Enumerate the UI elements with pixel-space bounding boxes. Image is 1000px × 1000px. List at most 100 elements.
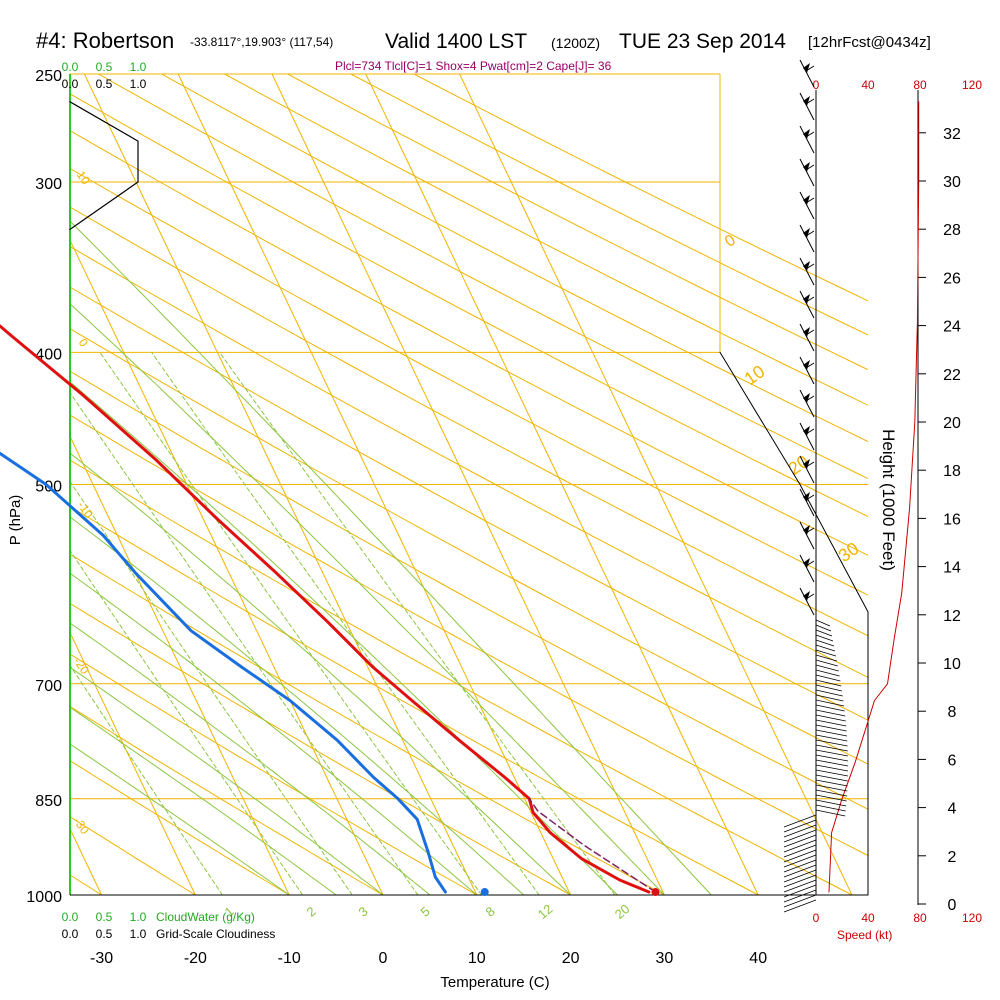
wind-barb bbox=[815, 709, 846, 717]
isotherm bbox=[83, 74, 478, 895]
speed-tick-bottom: 0 bbox=[813, 911, 820, 925]
wind-barb bbox=[783, 889, 817, 903]
mixing-ratio-line bbox=[70, 549, 303, 895]
wind-barb bbox=[783, 824, 817, 838]
cloudiness-tick-bottom: 1.0 bbox=[130, 927, 147, 941]
wind-barb bbox=[815, 704, 845, 712]
wind-barb bbox=[783, 899, 817, 913]
wind-barb-flag bbox=[805, 164, 815, 171]
wind-barb bbox=[815, 674, 841, 682]
height-tick-label: 6 bbox=[948, 752, 957, 769]
x-tick-label: 10 bbox=[468, 950, 486, 967]
wind-barb-flag bbox=[805, 593, 815, 600]
moist-adiabat bbox=[70, 706, 337, 895]
wind-barb bbox=[799, 587, 815, 616]
utc-time: (1200Z) bbox=[551, 35, 600, 51]
wind-barb bbox=[815, 794, 847, 802]
dry-adiabat bbox=[161, 74, 868, 443]
temperature-line bbox=[0, 324, 651, 894]
wind-barb-pennant bbox=[803, 525, 810, 535]
wind-barb bbox=[815, 699, 845, 707]
height-tick-label: 18 bbox=[943, 463, 961, 480]
dry-adiabat bbox=[70, 414, 868, 857]
wind-barb bbox=[815, 769, 848, 777]
wind-barb bbox=[815, 694, 844, 702]
wind-barb bbox=[799, 125, 815, 154]
wind-barbs bbox=[783, 59, 849, 913]
wind-barb bbox=[783, 894, 817, 908]
wind-barb bbox=[783, 829, 817, 843]
thermo-grid bbox=[0, 74, 868, 895]
wind-barb-flag bbox=[805, 560, 815, 567]
wind-barb bbox=[799, 257, 815, 286]
p-tick-label-850: 850 bbox=[35, 793, 62, 810]
moist-adiabat bbox=[70, 220, 712, 895]
valid-date: TUE 23 Sep 2014 bbox=[619, 30, 786, 53]
dry-adiabat bbox=[70, 370, 868, 810]
isotherm bbox=[365, 74, 759, 895]
wind-barb-pennant bbox=[803, 228, 810, 238]
wind-barb bbox=[815, 784, 848, 792]
dry-adiabat bbox=[224, 74, 868, 406]
cloudwater-label: CloudWater (g/Kg) bbox=[156, 910, 255, 924]
wind-barb bbox=[783, 814, 817, 828]
dry-adiabat bbox=[70, 602, 572, 895]
dry-adiabat bbox=[70, 93, 868, 518]
wind-barb bbox=[815, 739, 848, 747]
speed-tick-top: 120 bbox=[962, 78, 982, 92]
y-axis-title: P (hPa) bbox=[7, 495, 24, 546]
wind-barb-flag bbox=[805, 131, 815, 138]
isotherm-label: 0 bbox=[76, 336, 91, 350]
x-tick-label: -10 bbox=[278, 950, 301, 967]
moist-adiabat bbox=[70, 303, 665, 895]
wind-barb-pennant bbox=[803, 162, 810, 172]
height-tick-label: 32 bbox=[943, 126, 961, 143]
wind-barb bbox=[815, 644, 836, 652]
wind-barb-pennant bbox=[803, 492, 810, 502]
mixing-ratio-label: 3 bbox=[356, 903, 371, 919]
p-tick-label-1000: 1000 bbox=[26, 889, 62, 906]
wind-barb bbox=[815, 689, 843, 697]
p-tick-label-400: 400 bbox=[35, 346, 62, 363]
isotherm-label: -20 bbox=[71, 655, 93, 678]
wind-barb-flag bbox=[805, 461, 815, 468]
station-coords: -33.8117°,19.903° (117,54) bbox=[190, 35, 333, 49]
wind-barb-flag bbox=[805, 395, 815, 402]
wind-barb-flag bbox=[805, 494, 815, 501]
dry-adiabat bbox=[70, 130, 868, 556]
wind-barb-pennant bbox=[803, 426, 810, 436]
isotherm-label: 10 bbox=[74, 168, 93, 187]
wind-barb-flag bbox=[805, 197, 815, 204]
wind-barb bbox=[815, 629, 833, 637]
wind-barb bbox=[815, 779, 848, 787]
wind-barb bbox=[815, 639, 835, 647]
wind-barb bbox=[799, 191, 815, 220]
dry-adiabat-label: 0 bbox=[722, 232, 739, 251]
surface-dewpoint-dot bbox=[480, 888, 489, 897]
isotherm bbox=[70, 435, 290, 895]
dry-adiabat-label: 30 bbox=[835, 538, 863, 566]
height-tick-label: 0 bbox=[948, 897, 957, 914]
wind-barb bbox=[799, 59, 815, 88]
cloudwater-tick-top: 0.0 bbox=[62, 60, 79, 74]
wind-barb-pennant bbox=[803, 96, 810, 106]
moist-adiabat bbox=[70, 516, 525, 895]
moist-adiabat bbox=[70, 572, 478, 895]
wind-barb-flag bbox=[805, 527, 815, 534]
dry-adiabat bbox=[0, 74, 8, 895]
wind-barb bbox=[799, 356, 815, 385]
dry-adiabat bbox=[70, 505, 759, 895]
wind-barb-pennant bbox=[803, 261, 810, 271]
height-tick-label: 10 bbox=[943, 656, 961, 673]
moist-adiabat bbox=[70, 452, 572, 895]
stability-indices: Plcl=734 Tlcl[C]=1 Shox=4 Pwat[cm]=2 Cap… bbox=[335, 59, 612, 73]
wind-barb bbox=[783, 844, 817, 858]
dry-adiabat bbox=[70, 245, 868, 679]
wind-barb bbox=[783, 874, 817, 888]
wind-barb bbox=[783, 854, 817, 868]
dry-adiabat bbox=[70, 653, 478, 895]
wind-barb bbox=[815, 744, 848, 752]
mixing-ratio-line bbox=[70, 480, 353, 895]
cloudwater-tick-top: 1.0 bbox=[130, 60, 147, 74]
